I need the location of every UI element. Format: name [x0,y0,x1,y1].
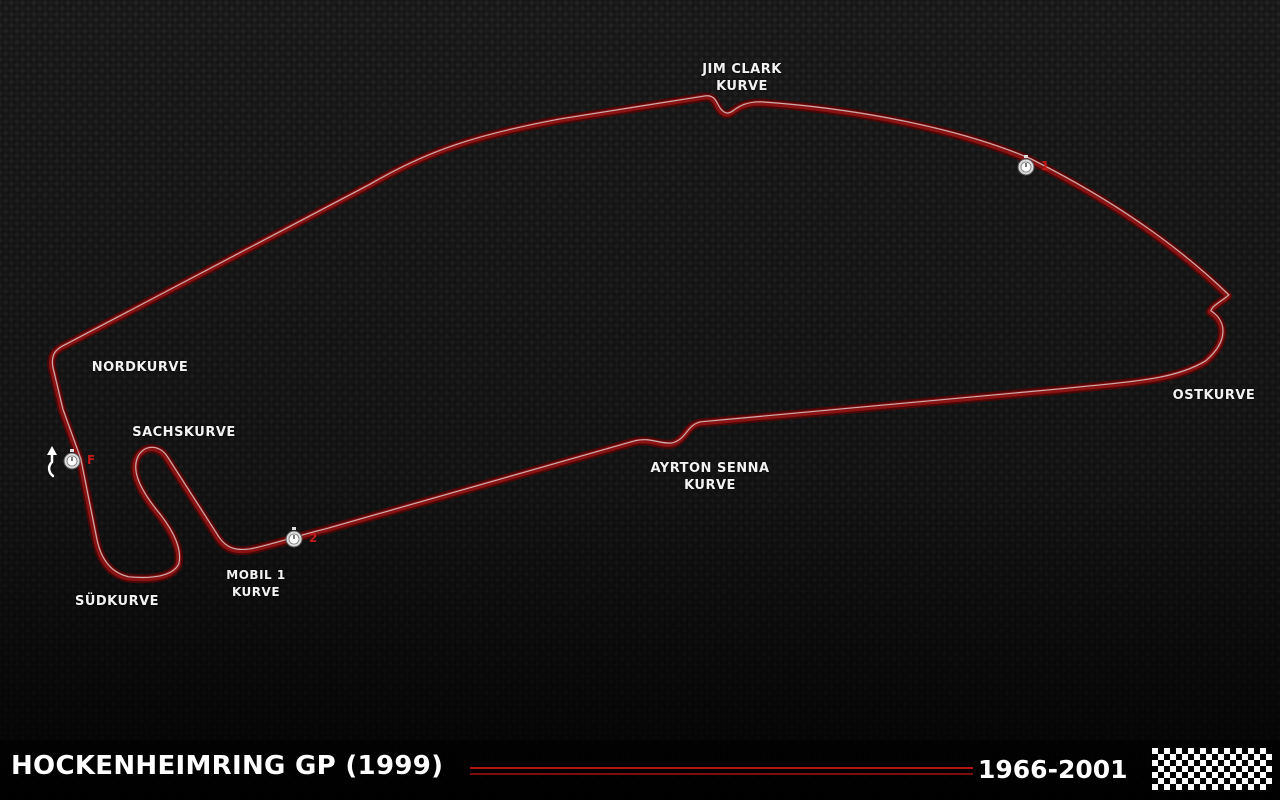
corner-label-line: SACHSKURVE [132,425,236,440]
corner-label-line: SÜDKURVE [74,594,160,609]
stopwatch-icon [285,527,303,548]
corner-label-nordkurve: NORDKURVE [70,359,210,376]
sector-marker-1-label: 1 [1041,159,1050,173]
corner-label-line: NORDKURVE [91,360,189,375]
corner-label-ayrton-senna: AYRTON SENNA KURVE [618,460,802,494]
circuit-years: 1966-2001 [978,755,1128,784]
corner-label-line: OSTKURVE [1172,388,1256,403]
corner-label-sachskurve: SACHSKURVE [110,424,258,441]
sector-marker-2-label: 2 [309,531,318,545]
circuit-title: HOCKENHEIMRING GP (1999) [11,751,444,781]
footer-divider [470,767,973,769]
stopwatch-icon [63,449,81,470]
finish-marker-label: F [87,453,96,467]
corner-label-line: AYRTON SENNA [650,461,770,476]
corner-label-sudkurve: SÜDKURVE [55,593,179,610]
corner-label-jim-clark: JIM CLARK KURVE [692,61,792,95]
stopwatch-icon [1017,155,1035,176]
circuit-layout [47,92,1233,584]
corner-label-line: MOBIL 1 [226,568,286,582]
direction-arrow-icon [47,446,57,478]
checkered-flag-icon [1152,748,1272,790]
corner-label-mobil1: MOBIL 1 KURVE [206,567,306,601]
corner-label-line: JIM CLARK [702,62,782,77]
corner-label-ostkurve: OSTKURVE [1156,387,1272,404]
corner-label-line: KURVE [716,79,768,94]
corner-label-line: KURVE [684,478,736,493]
footer-divider [470,773,973,775]
corner-label-line: KURVE [231,585,281,599]
